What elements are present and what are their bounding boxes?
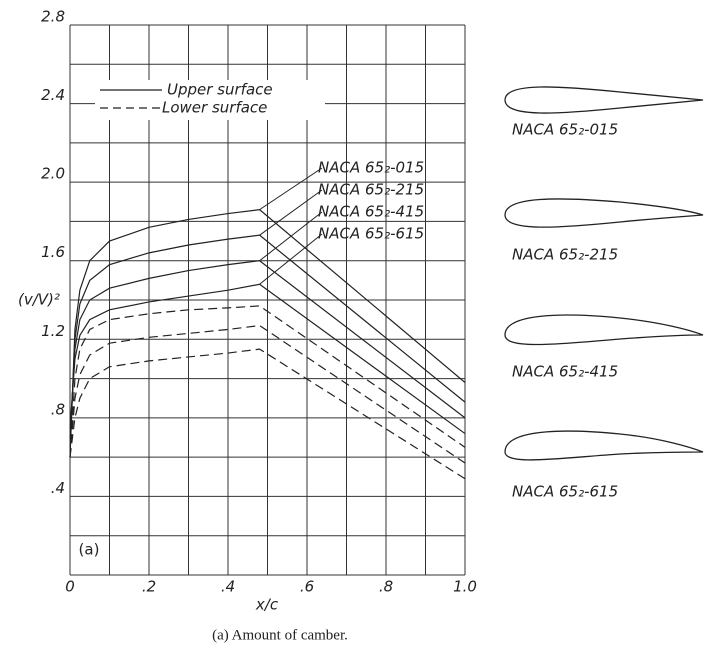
series-label: NACA 65₂-015 <box>318 159 424 177</box>
upper-surface-line <box>69 260 466 438</box>
legend-box <box>95 80 325 120</box>
legend-entry: Upper surface <box>167 81 273 99</box>
upper-surface-line <box>69 283 466 435</box>
airfoil-label: NACA 65₂-015 <box>512 121 618 139</box>
x-tick-label: .6 <box>300 578 314 596</box>
x-tick-label: .8 <box>379 578 393 596</box>
y-tick-label: 2.0 <box>41 165 65 183</box>
y-tick-label: .8 <box>51 400 65 418</box>
airfoil-label: NACA 65₂-215 <box>512 246 618 264</box>
y-tick-label: 1.2 <box>41 322 65 340</box>
y-tick-label: 2.8 <box>41 8 65 26</box>
y-tick-label: 1.6 <box>41 243 65 261</box>
panel-box <box>74 537 104 563</box>
airfoil-sketch <box>504 314 704 346</box>
x-tick-label: 1.0 <box>453 578 477 596</box>
x-tick-label: .2 <box>142 578 156 596</box>
leader-line <box>259 189 323 236</box>
series-label: NACA 65₂-215 <box>318 181 424 199</box>
panel-label: (a) <box>79 541 100 559</box>
y-axis-label: (v/V)² <box>18 291 60 309</box>
leader-line <box>259 167 323 211</box>
upper-surface-line <box>69 234 466 448</box>
legend-entry: Lower surface <box>162 99 267 117</box>
y-tick-label: .4 <box>51 479 65 497</box>
airfoil-sketch <box>504 198 704 228</box>
series-label: NACA 65₂-615 <box>318 225 424 243</box>
caption: (a) Amount of camber. <box>212 627 348 643</box>
y-tick-label: 2.4 <box>41 86 65 104</box>
x-tick-label: 0 <box>65 578 75 596</box>
upper-surface-line <box>69 209 466 458</box>
series-label: NACA 65₂-415 <box>318 203 424 221</box>
lower-surface-line <box>69 305 466 458</box>
airfoil-sketch <box>504 430 704 461</box>
x-axis-label: x/c <box>255 596 279 614</box>
lower-surface-line <box>69 348 466 480</box>
airfoil-sketch <box>504 86 704 114</box>
x-tick-label: .4 <box>221 578 235 596</box>
leader-line <box>259 233 323 285</box>
airfoil-label: NACA 65₂-615 <box>512 483 618 501</box>
lower-surface-line <box>69 324 466 464</box>
airfoil-label: NACA 65₂-415 <box>512 363 618 381</box>
leader-line <box>259 211 323 262</box>
